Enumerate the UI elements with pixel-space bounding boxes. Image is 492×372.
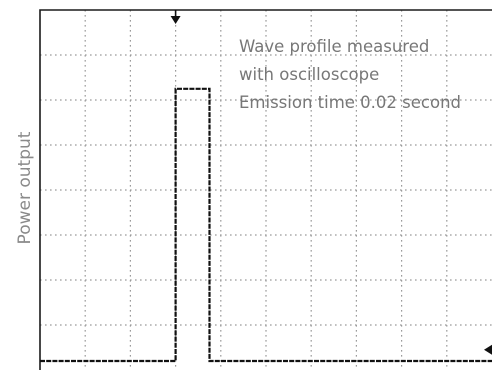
plot-frame: [39, 9, 492, 370]
annotation-line-1: Wave profile measured: [239, 37, 429, 56]
trigger-marker-icon: [170, 16, 181, 24]
y-axis-label: Power output: [15, 131, 35, 244]
annotation-line-3: Emission time 0.02 second: [239, 93, 461, 112]
level-marker-icon: [484, 344, 492, 355]
annotation-line-2: with oscilloscope: [239, 65, 379, 84]
waveform-trace: [40, 87, 492, 363]
plot-area: [39, 9, 492, 370]
